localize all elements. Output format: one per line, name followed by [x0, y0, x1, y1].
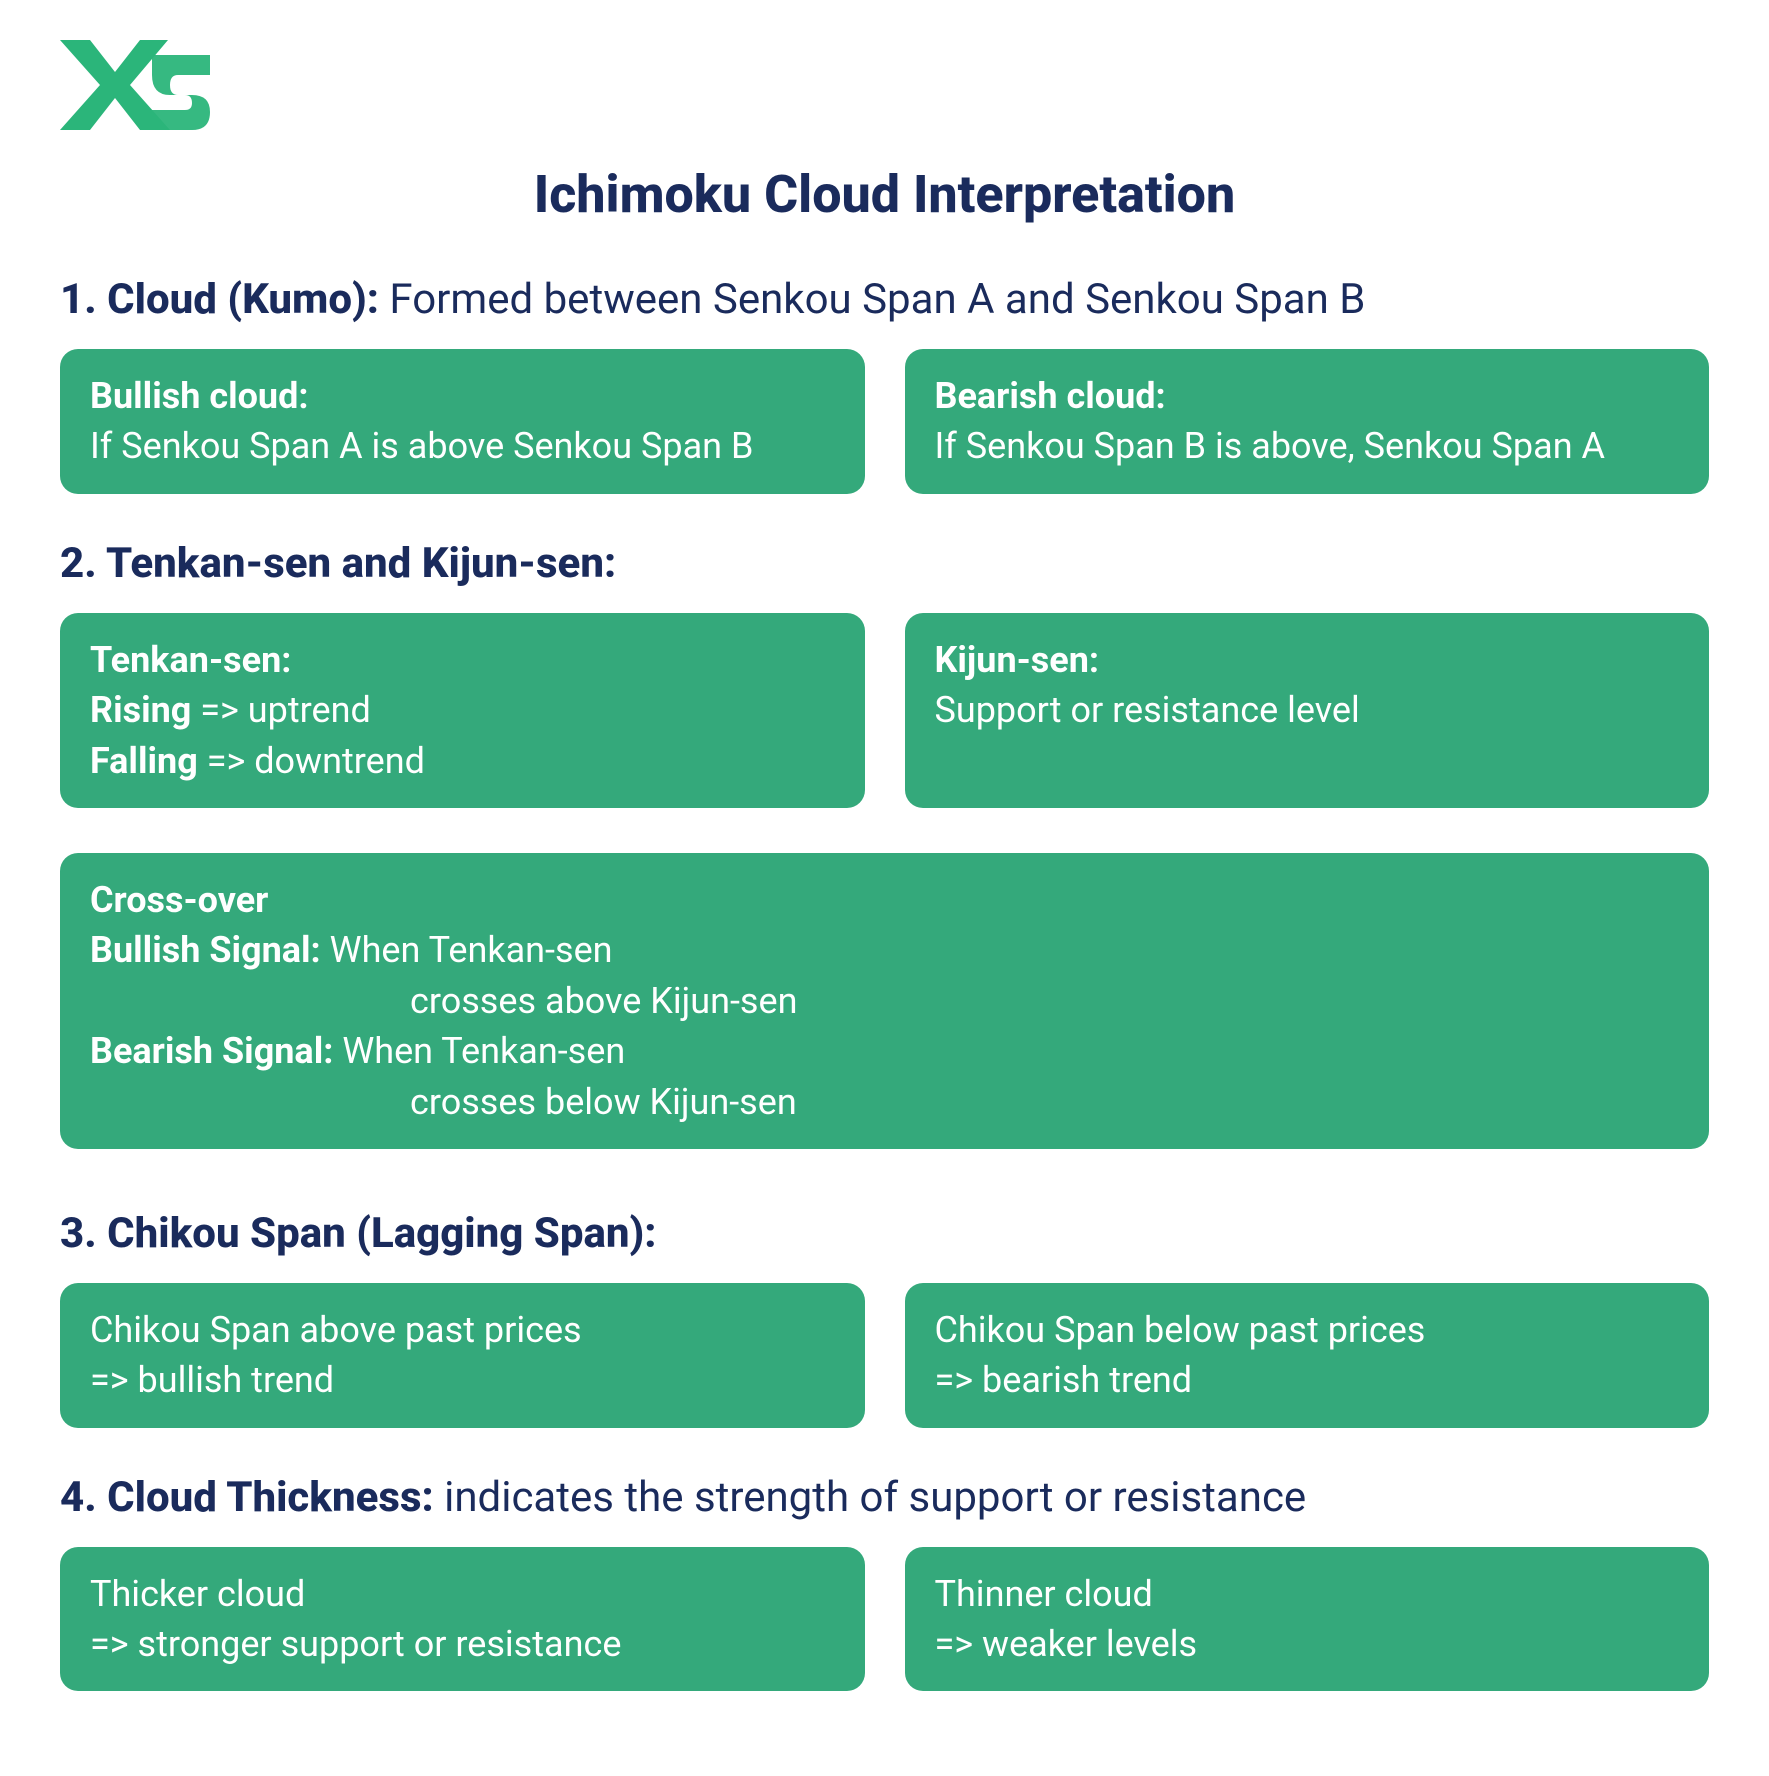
section-4-label: 4. Cloud Thickness: [60, 1473, 434, 1522]
bold-word: Rising [90, 689, 191, 731]
card-kijun-sen: Kijun-sen: Support or resistance level [905, 613, 1710, 808]
card-tenkan-sen: Tenkan-sen: Rising => uptrend Falling =>… [60, 613, 865, 808]
plain-word: When Tenkan-sen [330, 929, 613, 971]
card-line: => bullish trend [90, 1355, 835, 1405]
card-title: Tenkan-sen: [90, 635, 835, 685]
card-line: Chikou Span below past prices [935, 1305, 1680, 1355]
card-line-indent: crosses above Kijun-sen [90, 976, 1679, 1026]
plain-word: => downtrend [198, 740, 425, 782]
card-line: Rising => uptrend [90, 685, 835, 735]
card-line: Thicker cloud [90, 1569, 835, 1619]
card-chikou-above: Chikou Span above past prices => bullish… [60, 1283, 865, 1428]
card-title: Bullish cloud: [90, 371, 835, 421]
card-line: => bearish trend [935, 1355, 1680, 1405]
card-bullish-cloud: Bullish cloud: If Senkou Span A is above… [60, 349, 865, 494]
section-4-heading: 4. Cloud Thickness: indicates the streng… [60, 1473, 1709, 1522]
section-1-row: Bullish cloud: If Senkou Span A is above… [60, 349, 1709, 494]
bold-word: Bullish Signal: [90, 929, 330, 971]
plain-word: => uptrend [191, 689, 370, 731]
card-thicker-cloud: Thicker cloud => stronger support or res… [60, 1547, 865, 1692]
section-2-center-row: Cross-over Bullish Signal: When Tenkan-s… [60, 853, 1709, 1149]
section-3-heading: 3. Chikou Span (Lagging Span): [60, 1209, 1709, 1258]
bold-word: Bearish Signal: [90, 1030, 342, 1072]
card-bearish-cloud: Bearish cloud: If Senkou Span B is above… [905, 349, 1710, 494]
card-crossover: Cross-over Bullish Signal: When Tenkan-s… [60, 853, 1709, 1149]
card-title: Bearish cloud: [935, 371, 1680, 421]
section-3-row: Chikou Span above past prices => bullish… [60, 1283, 1709, 1428]
plain-word: When Tenkan-sen [342, 1030, 625, 1072]
section-1-label: 1. Cloud (Kumo): [60, 275, 379, 324]
section-1-trail: Formed between Senkou Span A and Senkou … [379, 275, 1365, 324]
card-line: Bullish Signal: When Tenkan-sen [90, 925, 1679, 975]
card-title: Cross-over [90, 875, 1679, 925]
card-line-indent: crosses below Kijun-sen [90, 1077, 1679, 1127]
card-line: => weaker levels [935, 1619, 1680, 1669]
page-title: Ichimoku Cloud Interpretation [60, 164, 1709, 225]
section-2-heading: 2. Tenkan-sen and Kijun-sen: [60, 539, 1709, 588]
section-4-row: Thicker cloud => stronger support or res… [60, 1547, 1709, 1692]
card-thinner-cloud: Thinner cloud => weaker levels [905, 1547, 1710, 1692]
card-line: Thinner cloud [935, 1569, 1680, 1619]
card-title: Kijun-sen: [935, 635, 1680, 685]
brand-logo [60, 40, 1709, 134]
section-2-row: Tenkan-sen: Rising => uptrend Falling =>… [60, 613, 1709, 808]
card-line: Chikou Span above past prices [90, 1305, 835, 1355]
section-1-heading: 1. Cloud (Kumo): Formed between Senkou S… [60, 275, 1709, 324]
card-chikou-below: Chikou Span below past prices => bearish… [905, 1283, 1710, 1428]
section-3-label: 3. Chikou Span (Lagging Span): [60, 1209, 657, 1258]
bold-word: Falling [90, 740, 198, 782]
card-body: If Senkou Span A is above Senkou Span B [90, 421, 835, 471]
card-body: If Senkou Span B is above, Senkou Span A [935, 421, 1680, 471]
card-body: Support or resistance level [935, 685, 1680, 735]
card-line: Bearish Signal: When Tenkan-sen [90, 1026, 1679, 1076]
card-line: Falling => downtrend [90, 736, 835, 786]
card-line: => stronger support or resistance [90, 1619, 835, 1669]
section-4-trail: indicates the strength of support or res… [434, 1473, 1306, 1522]
section-2-label: 2. Tenkan-sen and Kijun-sen: [60, 539, 616, 588]
